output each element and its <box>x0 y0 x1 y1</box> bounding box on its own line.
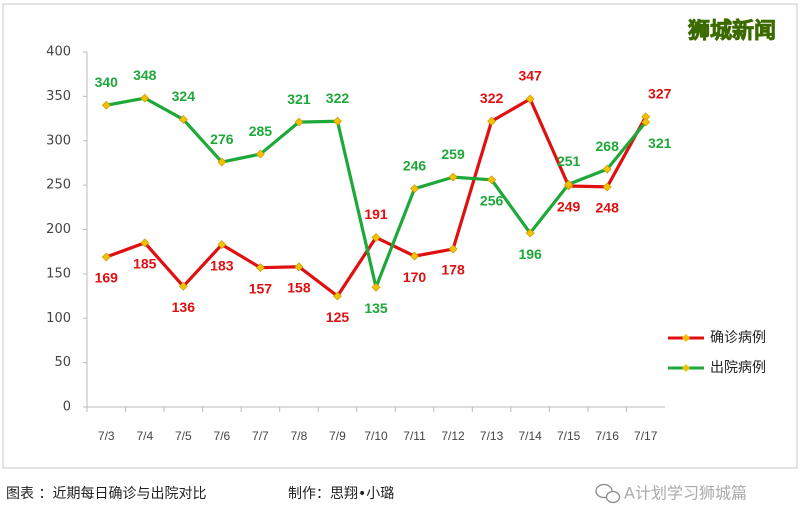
marker <box>487 175 497 185</box>
marker <box>217 240 227 250</box>
y-tick-label: 150 <box>46 266 71 281</box>
x-tick-label: 7/7 <box>252 429 269 443</box>
x-tick-label: 7/12 <box>441 429 465 443</box>
data-label: 322 <box>480 90 504 106</box>
marker <box>140 93 150 103</box>
marker <box>217 157 227 167</box>
data-label: 191 <box>364 206 388 222</box>
watermark: 狮城新闻 <box>688 18 776 44</box>
data-label: 158 <box>287 279 311 295</box>
caption: 图表 ：近期每日确诊与出院对比 <box>6 486 206 502</box>
marker <box>333 291 342 301</box>
x-tick-label: 7/14 <box>518 429 542 443</box>
x-tick-label: 7/5 <box>175 429 192 443</box>
marker <box>371 233 381 242</box>
y-tick-label: 300 <box>46 133 71 148</box>
x-tick-label: 7/4 <box>136 429 153 443</box>
y-tick-label: 100 <box>46 311 71 326</box>
data-label: 157 <box>249 280 273 296</box>
marker <box>101 252 111 262</box>
marker <box>333 116 342 126</box>
x-tick-label: 7/13 <box>480 429 504 443</box>
data-label: 183 <box>210 257 234 273</box>
data-label: 178 <box>441 262 465 278</box>
marker <box>371 282 381 292</box>
x-tick-label: 7/9 <box>329 429 346 443</box>
y-tick-label: 200 <box>46 222 71 237</box>
data-label: 256 <box>480 193 504 209</box>
marker <box>641 117 651 127</box>
marker <box>525 228 535 238</box>
source: A计划学习狮城篇 <box>624 484 747 503</box>
data-label: 196 <box>518 246 542 262</box>
data-label: 246 <box>403 157 427 173</box>
data-label: 185 <box>133 256 157 272</box>
data-label: 259 <box>441 146 465 162</box>
data-label: 251 <box>557 153 581 169</box>
x-tick-label: 7/10 <box>364 429 388 443</box>
marker <box>487 116 497 126</box>
marker <box>140 238 150 248</box>
x-tick-label: 7/16 <box>596 429 620 443</box>
data-label: 268 <box>596 138 620 154</box>
marker <box>255 149 265 159</box>
marker <box>101 100 111 110</box>
data-label: 169 <box>95 270 119 286</box>
legend-label: 出院病例 <box>710 360 766 376</box>
y-tick-label: 250 <box>46 178 71 193</box>
x-tick-label: 7/6 <box>214 429 231 443</box>
chart-frame <box>2 3 798 469</box>
y-tick-label: 50 <box>54 355 71 370</box>
marker <box>602 182 612 192</box>
marker <box>602 164 612 174</box>
wechat-icon <box>595 483 621 504</box>
data-label: 347 <box>518 68 542 84</box>
data-label: 327 <box>648 85 672 101</box>
legend-marker <box>682 364 690 372</box>
data-label: 248 <box>596 200 620 216</box>
marker <box>294 262 304 272</box>
x-tick-label: 7/15 <box>557 429 581 443</box>
data-label: 321 <box>648 135 672 151</box>
data-label: 321 <box>287 91 311 107</box>
data-label: 324 <box>172 88 196 104</box>
marker <box>178 281 188 291</box>
marker <box>564 179 574 189</box>
x-tick-label: 7/8 <box>291 429 308 443</box>
data-label: 249 <box>557 199 581 215</box>
x-tick-label: 7/3 <box>98 429 115 443</box>
marker <box>294 117 304 127</box>
data-label: 276 <box>210 131 234 147</box>
data-label: 322 <box>326 90 350 106</box>
legend-label: 确诊病例 <box>710 330 766 346</box>
marker <box>410 184 419 194</box>
marker <box>448 172 458 182</box>
marker <box>410 251 419 261</box>
y-tick-label: 0 <box>63 400 71 415</box>
marker <box>448 244 458 254</box>
marker <box>255 263 265 273</box>
y-tick-label: 350 <box>46 89 71 104</box>
data-label: 285 <box>249 123 273 139</box>
data-label: 170 <box>403 269 427 285</box>
credit: 制作：思翔•小璐 <box>288 486 394 502</box>
x-tick-label: 7/11 <box>403 429 426 443</box>
data-label: 135 <box>364 300 388 316</box>
data-label: 340 <box>95 74 119 90</box>
data-label: 348 <box>133 67 157 83</box>
marker <box>525 94 535 104</box>
legend-marker <box>682 334 690 342</box>
data-label: 136 <box>172 299 196 315</box>
marker <box>178 115 188 124</box>
x-tick-label: 7/17 <box>634 429 658 443</box>
data-label: 125 <box>326 309 350 325</box>
y-tick-label: 400 <box>46 45 71 60</box>
